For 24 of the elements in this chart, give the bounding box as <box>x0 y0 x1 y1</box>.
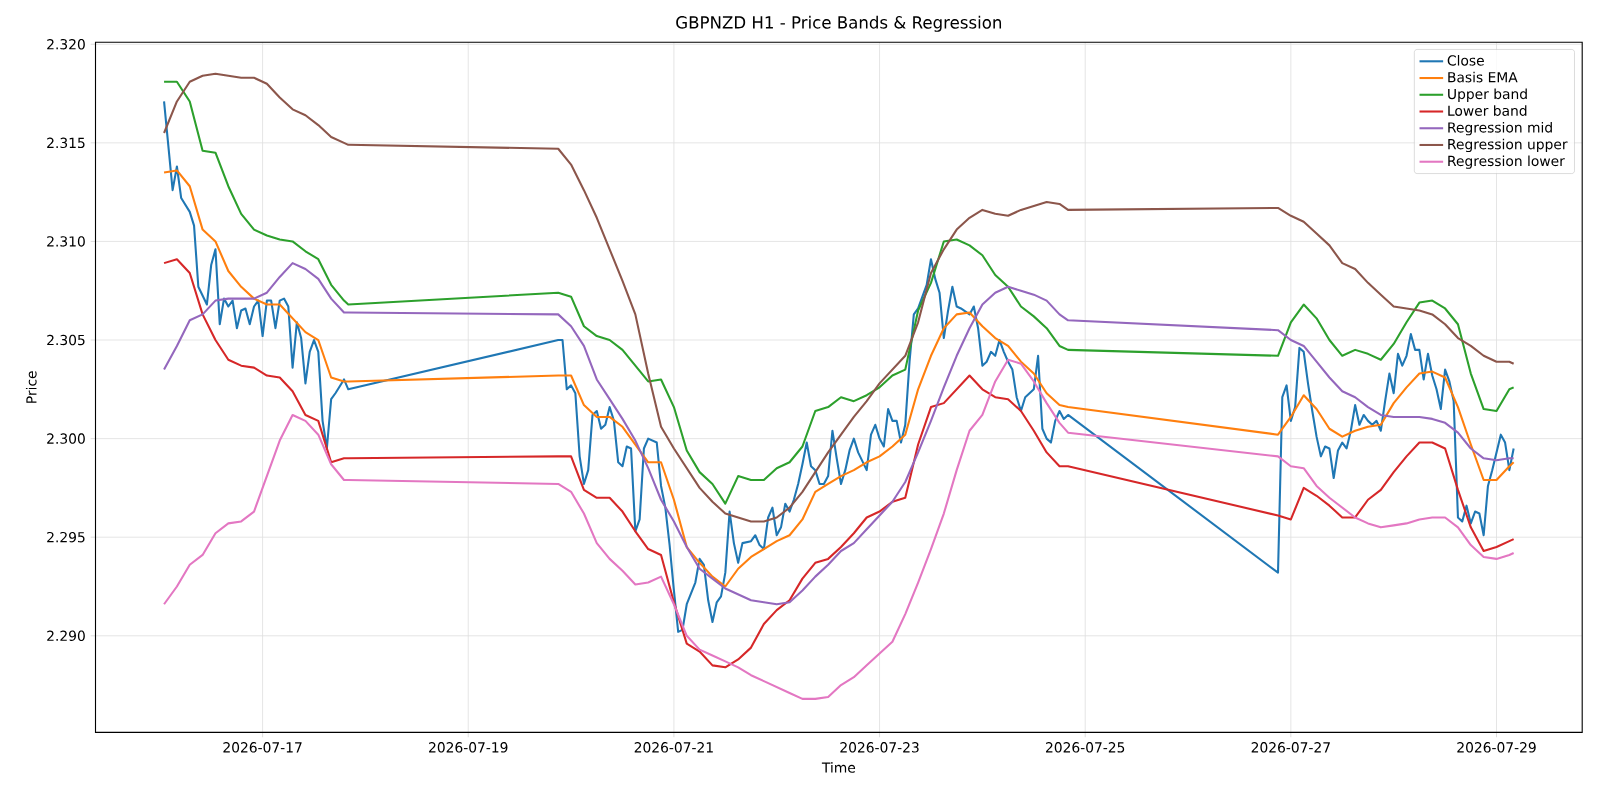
legend-label: Close <box>1447 54 1484 66</box>
y-tick-label: 2.305 <box>47 334 85 346</box>
y-tick-label: 2.295 <box>47 531 85 543</box>
x-tick-label: 2026-07-23 <box>840 742 919 753</box>
legend-label: Upper band <box>1448 88 1527 102</box>
legend-label: Regression mid <box>1448 121 1552 136</box>
x-tick-label: 2026-07-29 <box>1457 742 1536 753</box>
x-tick-label: 2026-07-25 <box>1046 742 1125 753</box>
legend-label: Regression upper <box>1448 138 1568 153</box>
y-tick-label: 2.310 <box>47 236 85 247</box>
chart-title: GBPNZD H1 - Price Bands & Regression <box>676 15 1002 32</box>
x-tick-label: 2026-07-17 <box>223 742 302 753</box>
y-tick-label: 2.320 <box>47 39 85 50</box>
y-axis-title: Price <box>25 371 37 403</box>
y-tick-label: 2.300 <box>47 433 85 444</box>
legend-label: Lower band <box>1448 105 1527 116</box>
x-axis-title: Time <box>821 762 856 773</box>
x-tick-label: 2026-07-21 <box>634 742 713 753</box>
legend-label: Basis EMA <box>1448 71 1518 83</box>
x-tick-label: 2026-07-19 <box>429 742 508 753</box>
x-tick-label: 2026-07-27 <box>1251 742 1330 753</box>
y-tick-label: 2.315 <box>47 137 85 149</box>
legend-label: Regression lower <box>1448 155 1565 169</box>
y-tick-label: 2.290 <box>47 630 85 642</box>
